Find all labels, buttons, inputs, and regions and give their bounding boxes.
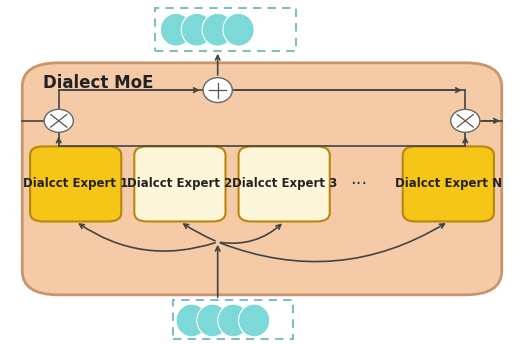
- Ellipse shape: [223, 13, 254, 46]
- Text: ···: ···: [350, 175, 367, 193]
- Ellipse shape: [181, 13, 213, 46]
- Text: Dialect MoE: Dialect MoE: [43, 74, 154, 92]
- Ellipse shape: [202, 13, 233, 46]
- Ellipse shape: [160, 13, 192, 46]
- FancyBboxPatch shape: [238, 147, 330, 222]
- Ellipse shape: [451, 109, 480, 132]
- Ellipse shape: [238, 304, 270, 337]
- Text: Dialcct Expert 3: Dialcct Expert 3: [232, 178, 337, 191]
- FancyBboxPatch shape: [30, 147, 121, 222]
- Ellipse shape: [44, 109, 73, 132]
- FancyBboxPatch shape: [155, 8, 296, 51]
- Text: Dialcct Expert N: Dialcct Expert N: [395, 178, 502, 191]
- Text: Dialcct Expert 2: Dialcct Expert 2: [127, 178, 233, 191]
- Ellipse shape: [203, 78, 232, 103]
- Text: Dialcct Expert 1: Dialcct Expert 1: [23, 178, 128, 191]
- Ellipse shape: [197, 304, 228, 337]
- FancyBboxPatch shape: [134, 147, 225, 222]
- Ellipse shape: [217, 304, 249, 337]
- FancyBboxPatch shape: [22, 63, 502, 295]
- FancyBboxPatch shape: [173, 300, 293, 339]
- Ellipse shape: [176, 304, 208, 337]
- FancyBboxPatch shape: [403, 147, 494, 222]
